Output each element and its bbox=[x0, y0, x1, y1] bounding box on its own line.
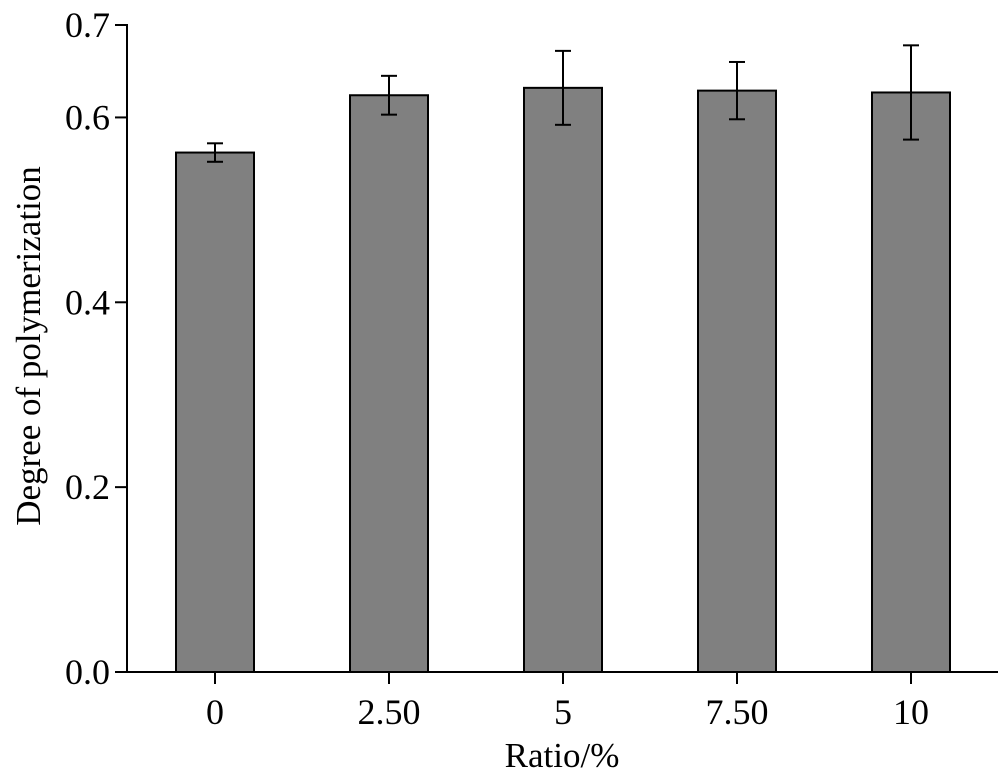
error-bar-10 bbox=[903, 44, 919, 141]
bar-0 bbox=[175, 151, 255, 673]
x-tick-label: 0 bbox=[206, 692, 224, 732]
error-bar-0 bbox=[207, 142, 223, 163]
y-ticks-group: 0.0 0.2 0.4 0.6 0.7 bbox=[65, 5, 127, 692]
x-tick-label: 2.50 bbox=[358, 692, 421, 732]
x-axis-title: Ratio/% bbox=[505, 736, 620, 775]
y-tick-label: 0.0 bbox=[65, 652, 110, 692]
error-bar-5 bbox=[555, 49, 571, 126]
error-bars-group bbox=[207, 44, 919, 163]
x-ticks-group: 0 2.50 5 7.50 10 bbox=[206, 672, 929, 732]
error-bar-7.50 bbox=[729, 60, 745, 121]
x-tick-label: 5 bbox=[554, 692, 572, 732]
y-axis-title: Degree of polymerization bbox=[9, 166, 48, 526]
y-tick-label: 0.6 bbox=[65, 97, 110, 137]
y-tick-label: 0.7 bbox=[65, 5, 110, 45]
bar-2.50 bbox=[349, 94, 429, 673]
bar-10 bbox=[871, 91, 951, 674]
y-tick-label: 0.2 bbox=[65, 467, 110, 507]
bars-group bbox=[175, 86, 951, 674]
bar-7.50 bbox=[697, 89, 777, 674]
bar-5 bbox=[523, 86, 603, 673]
x-tick-label: 7.50 bbox=[706, 692, 769, 732]
error-bar-2.50 bbox=[381, 74, 397, 116]
y-tick-label: 0.4 bbox=[65, 282, 110, 322]
x-tick-label: 10 bbox=[893, 692, 929, 732]
